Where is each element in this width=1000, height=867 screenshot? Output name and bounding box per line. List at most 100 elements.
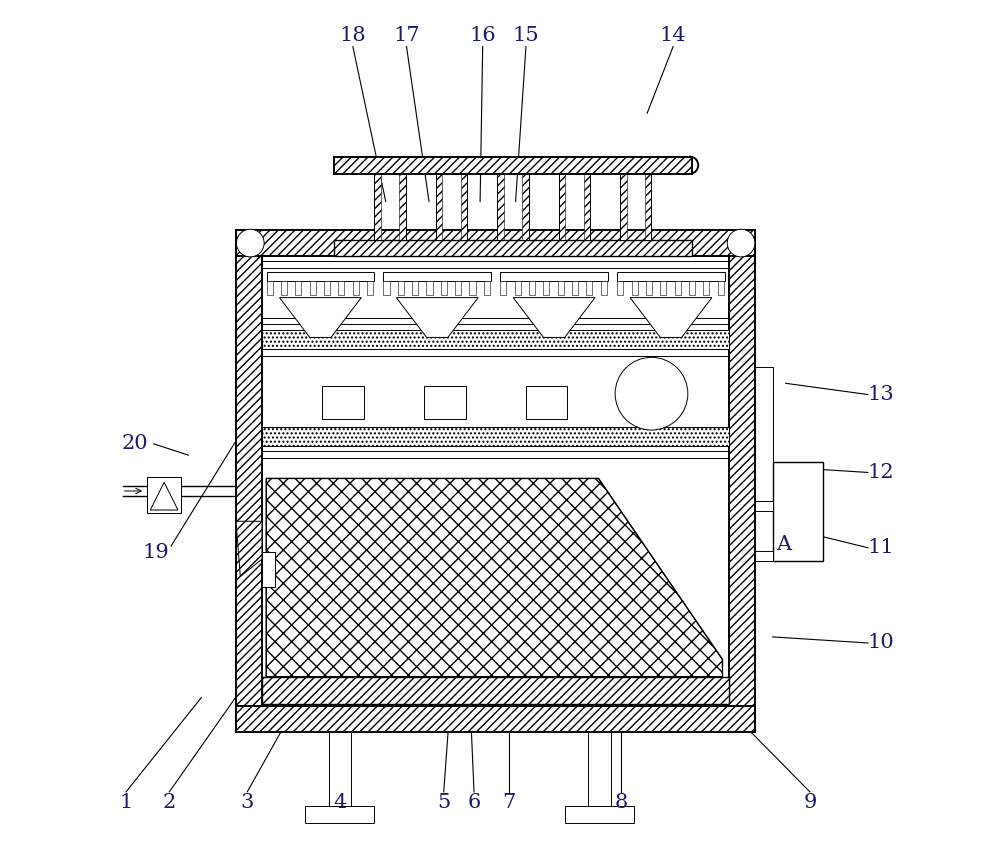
Bar	[267, 271, 374, 281]
Bar	[236, 706, 755, 732]
Polygon shape	[630, 297, 712, 337]
Bar	[334, 157, 692, 173]
Bar	[526, 386, 567, 419]
Bar	[267, 281, 273, 295]
Bar	[484, 281, 490, 295]
Bar	[646, 281, 652, 295]
Bar	[455, 281, 461, 295]
Bar	[398, 281, 404, 295]
Polygon shape	[150, 482, 178, 510]
Bar	[374, 173, 381, 240]
Bar	[262, 677, 729, 704]
Polygon shape	[396, 297, 478, 337]
Bar	[558, 281, 564, 295]
Bar	[236, 230, 755, 256]
Text: 11: 11	[867, 538, 894, 557]
Bar	[755, 367, 773, 557]
Bar	[755, 551, 773, 562]
Bar	[497, 173, 504, 240]
Bar	[412, 281, 418, 295]
Bar	[620, 173, 627, 240]
Text: 13: 13	[867, 385, 894, 404]
Text: 18: 18	[340, 26, 366, 45]
Bar	[469, 281, 476, 295]
Bar	[729, 230, 755, 732]
Circle shape	[236, 229, 264, 257]
Bar	[383, 281, 390, 295]
Text: 2: 2	[163, 792, 176, 812]
Bar	[620, 173, 651, 240]
Bar	[617, 281, 623, 295]
Bar	[147, 477, 181, 513]
Bar	[441, 281, 447, 295]
Text: 20: 20	[121, 434, 148, 453]
Bar	[773, 462, 823, 562]
Bar	[500, 281, 506, 295]
Bar	[295, 281, 301, 295]
Bar	[236, 230, 262, 732]
Bar	[522, 173, 529, 240]
Bar	[262, 329, 729, 349]
Bar	[586, 281, 592, 295]
Bar	[628, 386, 669, 419]
Bar	[565, 805, 634, 823]
Text: 14: 14	[660, 26, 686, 45]
Text: 8: 8	[615, 792, 628, 812]
Bar	[755, 391, 773, 504]
Bar	[500, 271, 608, 281]
Bar	[689, 281, 695, 295]
Text: 19: 19	[142, 544, 169, 563]
Bar	[383, 271, 491, 281]
Bar	[281, 281, 287, 295]
Bar	[426, 281, 433, 295]
Bar	[436, 173, 442, 240]
Bar	[324, 281, 330, 295]
Polygon shape	[513, 297, 595, 337]
Circle shape	[727, 229, 755, 257]
Text: 16: 16	[469, 26, 496, 45]
Bar	[322, 386, 364, 419]
Bar	[338, 281, 344, 295]
Text: 9: 9	[803, 792, 817, 812]
Circle shape	[615, 357, 688, 430]
Bar	[703, 281, 709, 295]
Polygon shape	[266, 479, 722, 677]
Bar	[334, 240, 692, 256]
Bar	[497, 173, 529, 240]
Text: 3: 3	[241, 792, 254, 812]
Bar	[262, 552, 275, 587]
Text: 17: 17	[393, 26, 420, 45]
Bar	[617, 271, 725, 281]
Bar	[718, 281, 724, 295]
Bar	[755, 501, 773, 512]
Bar	[367, 281, 373, 295]
Bar	[559, 173, 590, 240]
Bar	[584, 173, 590, 240]
Text: 15: 15	[513, 26, 539, 45]
Bar	[675, 281, 681, 295]
Bar	[515, 281, 521, 295]
Bar	[262, 427, 729, 446]
Polygon shape	[279, 297, 361, 337]
Bar	[436, 173, 467, 240]
Text: 5: 5	[437, 792, 450, 812]
Bar	[660, 281, 666, 295]
Text: 6: 6	[467, 792, 481, 812]
Text: 10: 10	[867, 634, 894, 653]
Bar	[601, 281, 607, 295]
Bar	[329, 732, 351, 805]
Text: 12: 12	[868, 463, 894, 482]
Bar	[461, 173, 467, 240]
Bar	[645, 173, 651, 240]
Text: 4: 4	[333, 792, 346, 812]
Polygon shape	[236, 521, 262, 577]
Bar	[588, 732, 611, 805]
Bar	[399, 173, 406, 240]
Bar	[424, 386, 466, 419]
Bar	[632, 281, 638, 295]
Bar	[559, 173, 565, 240]
Text: 1: 1	[119, 792, 133, 812]
Bar	[543, 281, 549, 295]
Bar	[374, 173, 406, 240]
Text: A: A	[776, 535, 791, 554]
